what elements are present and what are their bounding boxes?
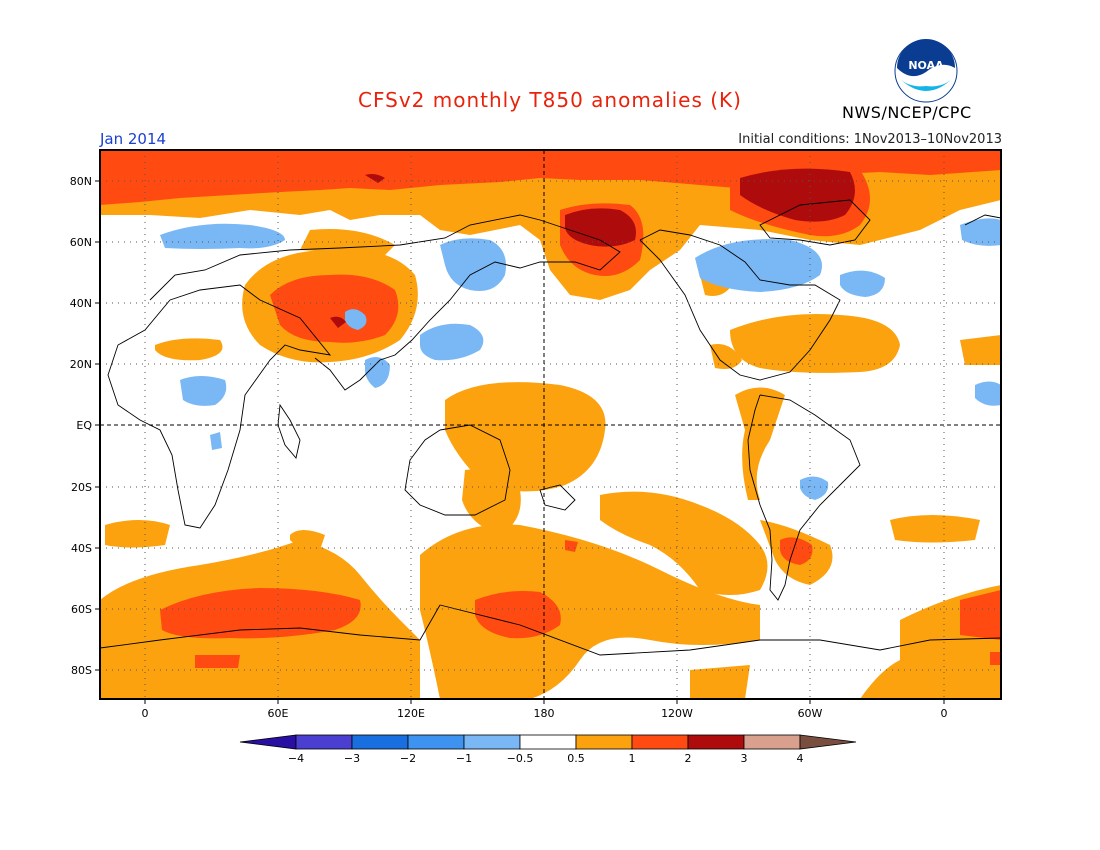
lat-label-80n: 80N	[70, 175, 92, 188]
lat-label-20n: 20N	[70, 358, 92, 371]
lat-label-eq: EQ	[76, 419, 92, 432]
colorbar-swatch	[351, 734, 409, 750]
colorbar-swatch	[295, 734, 353, 750]
colorbar-swatch	[463, 734, 521, 750]
colorbar-arrow-low	[239, 734, 297, 750]
cool-anomaly-weak	[160, 218, 1001, 500]
warm-anomaly-strong	[330, 168, 855, 328]
lon-label-0-east: 0	[941, 707, 948, 720]
lat-label-20s: 20S	[71, 481, 92, 494]
lon-label-60e: 60E	[268, 707, 289, 720]
agency-label: NWS/NCEP/CPC	[842, 103, 972, 122]
coastlines	[100, 199, 1001, 656]
lon-ticks	[144, 699, 945, 704]
lon-label-0: 0	[142, 707, 149, 720]
noaa-logo-text: NOAA	[908, 59, 944, 72]
colorbar-tick-label: 4	[797, 752, 804, 765]
colorbar-tick-label: 2	[685, 752, 692, 765]
lon-label-180: 180	[534, 707, 555, 720]
colorbar-tick-label: 3	[741, 752, 748, 765]
colorbar-swatch	[743, 734, 801, 750]
colorbar-swatch	[575, 734, 633, 750]
colorbar-tick-label: −3	[344, 752, 360, 765]
colorbar-arrow-high	[799, 734, 857, 750]
lon-label-120w: 120W	[661, 707, 693, 720]
colorbar-tick-label: −0.5	[507, 752, 534, 765]
colorbar-swatch	[687, 734, 745, 750]
forecast-month: Jan 2014	[100, 130, 167, 148]
lon-label-60w: 60W	[798, 707, 823, 720]
lon-label-120e: 120E	[397, 707, 425, 720]
lat-label-40n: 40N	[70, 297, 92, 310]
map-fill	[100, 150, 1001, 699]
noaa-logo: NOAA	[894, 39, 958, 103]
colorbar-tick-label: −4	[288, 752, 304, 765]
lon-labels: 0 60E 120E 180 120W 60W 0	[142, 707, 948, 720]
colorbar	[239, 734, 857, 750]
initial-conditions: Initial conditions: 1Nov2013–10Nov2013	[738, 132, 1002, 147]
colorbar-labels: −4 −3 −2 −1 −0.5 0.5 1 2 3 4	[288, 752, 804, 765]
lat-label-80s: 80S	[71, 664, 92, 677]
chart-title: CFSv2 monthly T850 anomalies (K)	[358, 88, 742, 112]
lat-label-40s: 40S	[71, 542, 92, 555]
colorbar-swatch	[519, 734, 577, 750]
lat-label-60n: 60N	[70, 236, 92, 249]
colorbar-tick-label: −2	[400, 752, 416, 765]
colorbar-tick-label: 1	[629, 752, 636, 765]
equator-dateline-lines	[100, 150, 1001, 699]
dotted-gridlines	[100, 150, 1001, 699]
colorbar-swatch	[631, 734, 689, 750]
lat-ticks	[95, 180, 100, 671]
lat-labels: 80N 60N 40N 20N EQ 20S 40S 60S 80S	[70, 175, 93, 677]
colorbar-tick-label: −1	[456, 752, 472, 765]
colorbar-tick-label: 0.5	[567, 752, 585, 765]
lat-label-60s: 60S	[71, 603, 92, 616]
colorbar-swatch	[407, 734, 465, 750]
